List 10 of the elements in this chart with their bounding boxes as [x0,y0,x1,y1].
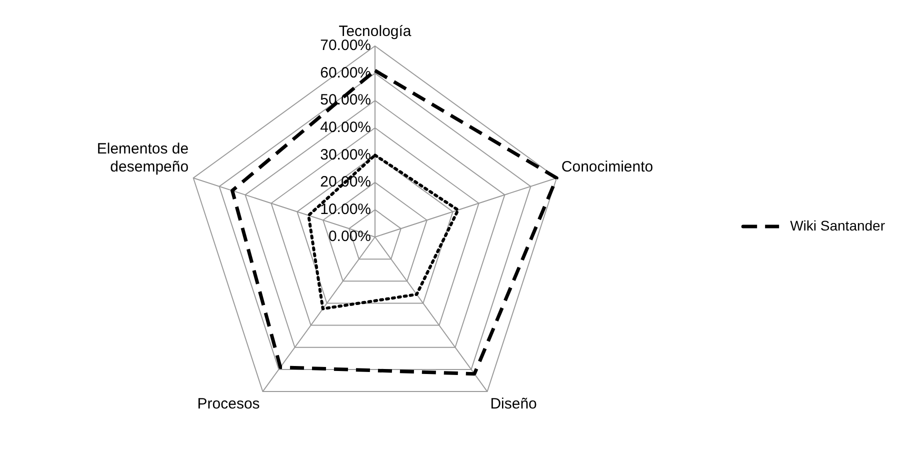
y-tick-label: 0.00% [328,228,371,246]
y-tick-label: 10.00% [320,200,371,218]
spoke-label: Conocimiento [561,158,654,176]
legend-label: Wiki Santander [790,217,886,234]
spoke-label: Diseño [490,396,537,413]
y-tick-label: 40.00% [320,119,371,136]
y-tick-label: 30.00% [320,146,371,164]
spoke-label: Procesos [197,396,260,413]
y-tick-label: 60.00% [320,64,371,82]
spoke-label: Elementos de desempeño [96,140,189,176]
